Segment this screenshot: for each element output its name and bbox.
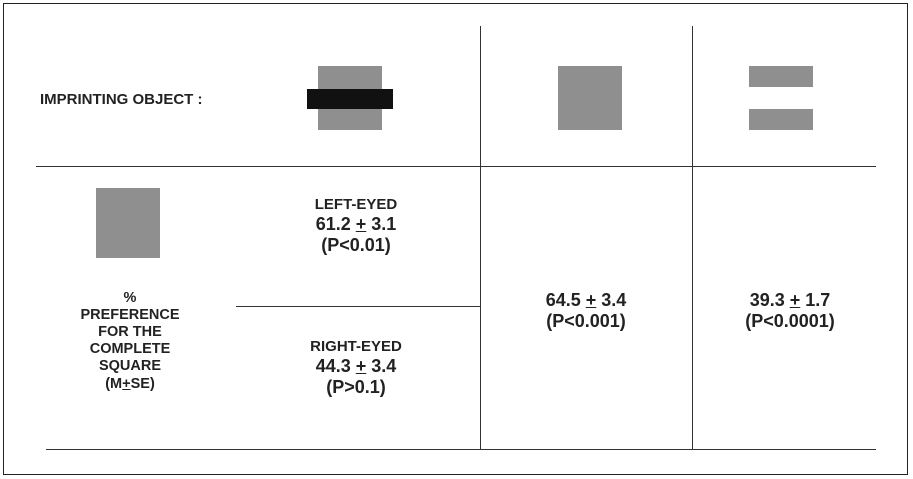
eye-divider xyxy=(236,306,481,307)
header-divider xyxy=(36,166,876,167)
bottom-rule xyxy=(46,449,876,450)
fragmented-cell: 39.3 + 1.7 (P<0.0001) xyxy=(690,290,890,332)
figure-frame xyxy=(3,3,908,475)
right-eyed-cell: RIGHT-EYED 44.3 + 3.4 (P>0.1) xyxy=(256,338,456,398)
row-label: % PREFERENCE FOR THE COMPLETE SQUARE (M+… xyxy=(50,290,210,393)
row-label-line4: SQUARE xyxy=(98,358,162,375)
row-label-line5: (M+SE) xyxy=(105,375,155,392)
percent-sign: % xyxy=(123,290,137,306)
right-eyed-value: 44.3 + 3.4 xyxy=(315,355,397,376)
complete-square-shape xyxy=(558,66,622,130)
left-eyed-p: (P<0.01) xyxy=(321,234,391,255)
fragmented-p: (P<0.0001) xyxy=(745,311,835,332)
row-label-line1: PREFERENCE xyxy=(80,307,180,324)
left-eyed-cell: LEFT-EYED 61.2 + 3.1 (P<0.01) xyxy=(256,196,456,256)
fragmented-value: 39.3 + 1.7 xyxy=(749,290,831,310)
imprinting-object-label: IMPRINTING OBJECT : xyxy=(40,91,203,108)
occluding-bar-shape xyxy=(307,89,393,109)
row-label-line2: FOR THE xyxy=(98,324,162,341)
row-label-line3: COMPLETE xyxy=(89,341,171,358)
complete-square-value: 64.5 + 3.4 xyxy=(545,290,627,310)
right-eyed-p: (P>0.1) xyxy=(326,376,386,397)
left-eyed-title: LEFT-EYED xyxy=(314,196,398,213)
left-eyed-value: 61.2 + 3.1 xyxy=(315,213,397,234)
column-divider-2 xyxy=(692,26,693,449)
complete-square-p: (P<0.001) xyxy=(546,311,626,332)
complete-square-cell: 64.5 + 3.4 (P<0.001) xyxy=(486,290,686,332)
right-eyed-title: RIGHT-EYED xyxy=(310,338,402,355)
column-divider-1 xyxy=(480,26,481,449)
test-square-shape xyxy=(96,188,160,258)
fragment-top-shape xyxy=(749,66,813,87)
fragment-bottom-shape xyxy=(749,109,813,130)
